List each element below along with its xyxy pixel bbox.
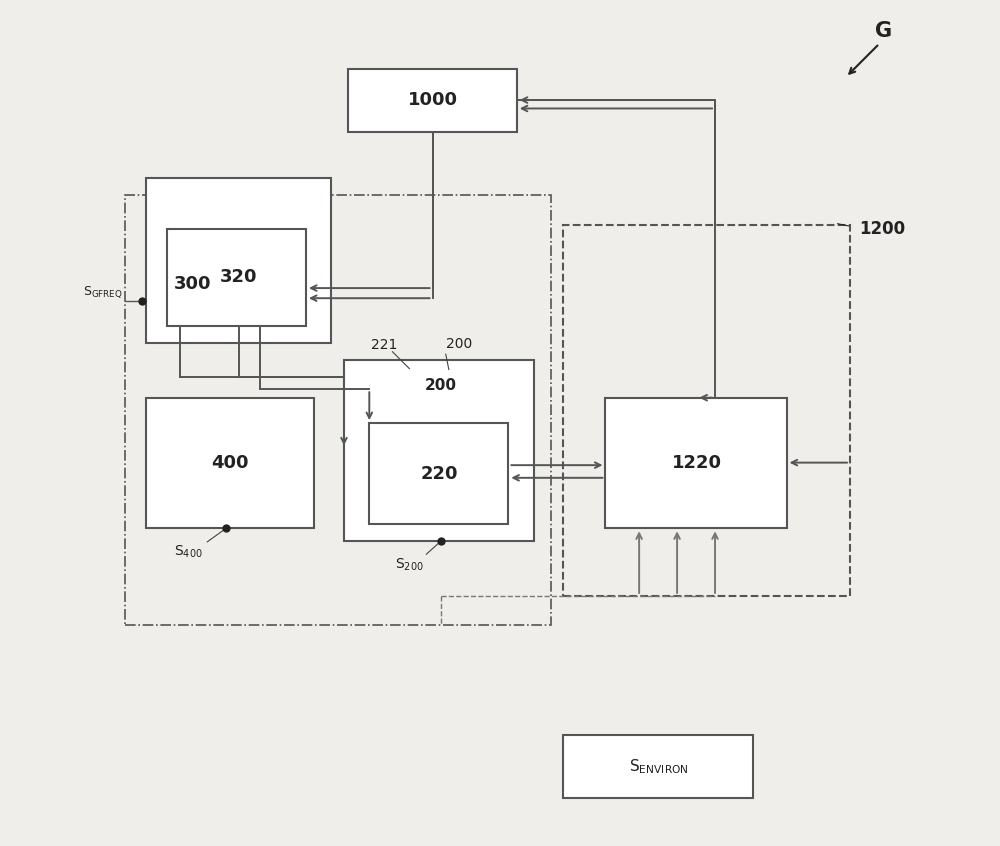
Text: S$_{\mathregular{GFREQ}}$: S$_{\mathregular{GFREQ}}$	[83, 284, 122, 300]
Text: S$_{400}$: S$_{400}$	[174, 544, 203, 560]
Bar	[605, 398, 787, 529]
Text: S$_{\mathregular{ENVIRON}}$: S$_{\mathregular{ENVIRON}}$	[629, 757, 688, 776]
Bar	[167, 229, 306, 326]
Bar	[146, 398, 314, 529]
Bar	[348, 69, 517, 132]
Text: 221: 221	[371, 338, 398, 352]
Text: 1000: 1000	[408, 91, 458, 109]
Bar	[369, 423, 508, 525]
Text: G: G	[875, 21, 892, 41]
Text: S$_{200}$: S$_{200}$	[395, 557, 423, 573]
Bar	[146, 179, 331, 343]
Text: 320: 320	[220, 268, 257, 286]
Text: 1200: 1200	[859, 220, 905, 238]
Text: 200: 200	[425, 377, 457, 393]
Text: 1220: 1220	[671, 453, 721, 471]
Text: 200: 200	[446, 337, 473, 351]
Bar	[563, 735, 753, 799]
Bar	[563, 225, 850, 596]
Text: 400: 400	[211, 453, 249, 471]
Text: 220: 220	[421, 464, 458, 482]
Bar	[125, 195, 551, 625]
Text: 300: 300	[173, 275, 211, 293]
Bar	[344, 360, 534, 541]
